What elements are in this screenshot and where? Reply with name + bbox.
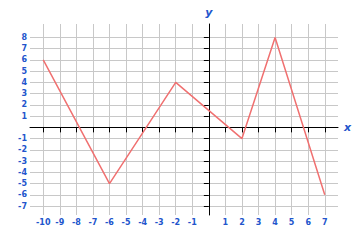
svg-text:-1: -1 — [188, 218, 197, 227]
svg-text:1: 1 — [21, 112, 27, 121]
svg-text:-5: -5 — [122, 218, 131, 227]
svg-text:-7: -7 — [18, 202, 27, 211]
svg-text:1: 1 — [223, 218, 229, 227]
svg-text:2: 2 — [21, 100, 27, 109]
svg-text:-6: -6 — [18, 190, 27, 199]
svg-text:x: x — [343, 121, 352, 134]
svg-text:-4: -4 — [18, 168, 27, 177]
svg-text:-8: -8 — [72, 218, 81, 227]
svg-text:5: 5 — [21, 67, 27, 76]
svg-text:8: 8 — [21, 33, 27, 42]
svg-text:-4: -4 — [138, 218, 147, 227]
svg-text:6: 6 — [21, 55, 27, 64]
svg-text:-7: -7 — [88, 218, 97, 227]
svg-text:-2: -2 — [18, 145, 27, 154]
svg-text:-2: -2 — [171, 218, 180, 227]
svg-text:2: 2 — [239, 218, 245, 227]
svg-text:5: 5 — [289, 218, 295, 227]
svg-text:-3: -3 — [18, 157, 27, 166]
svg-text:3: 3 — [256, 218, 262, 227]
svg-text:-6: -6 — [105, 218, 114, 227]
svg-text:7: 7 — [21, 44, 27, 53]
svg-text:-9: -9 — [55, 218, 64, 227]
svg-text:4: 4 — [21, 78, 27, 87]
svg-text:7: 7 — [322, 218, 328, 227]
svg-text:6: 6 — [305, 218, 311, 227]
svg-text:4: 4 — [272, 218, 278, 227]
svg-text:-1: -1 — [18, 134, 27, 143]
svg-text:-3: -3 — [155, 218, 164, 227]
svg-text:-5: -5 — [18, 179, 27, 188]
svg-text:3: 3 — [21, 89, 27, 98]
svg-text:y: y — [205, 6, 213, 19]
svg-text:-10: -10 — [36, 218, 51, 227]
